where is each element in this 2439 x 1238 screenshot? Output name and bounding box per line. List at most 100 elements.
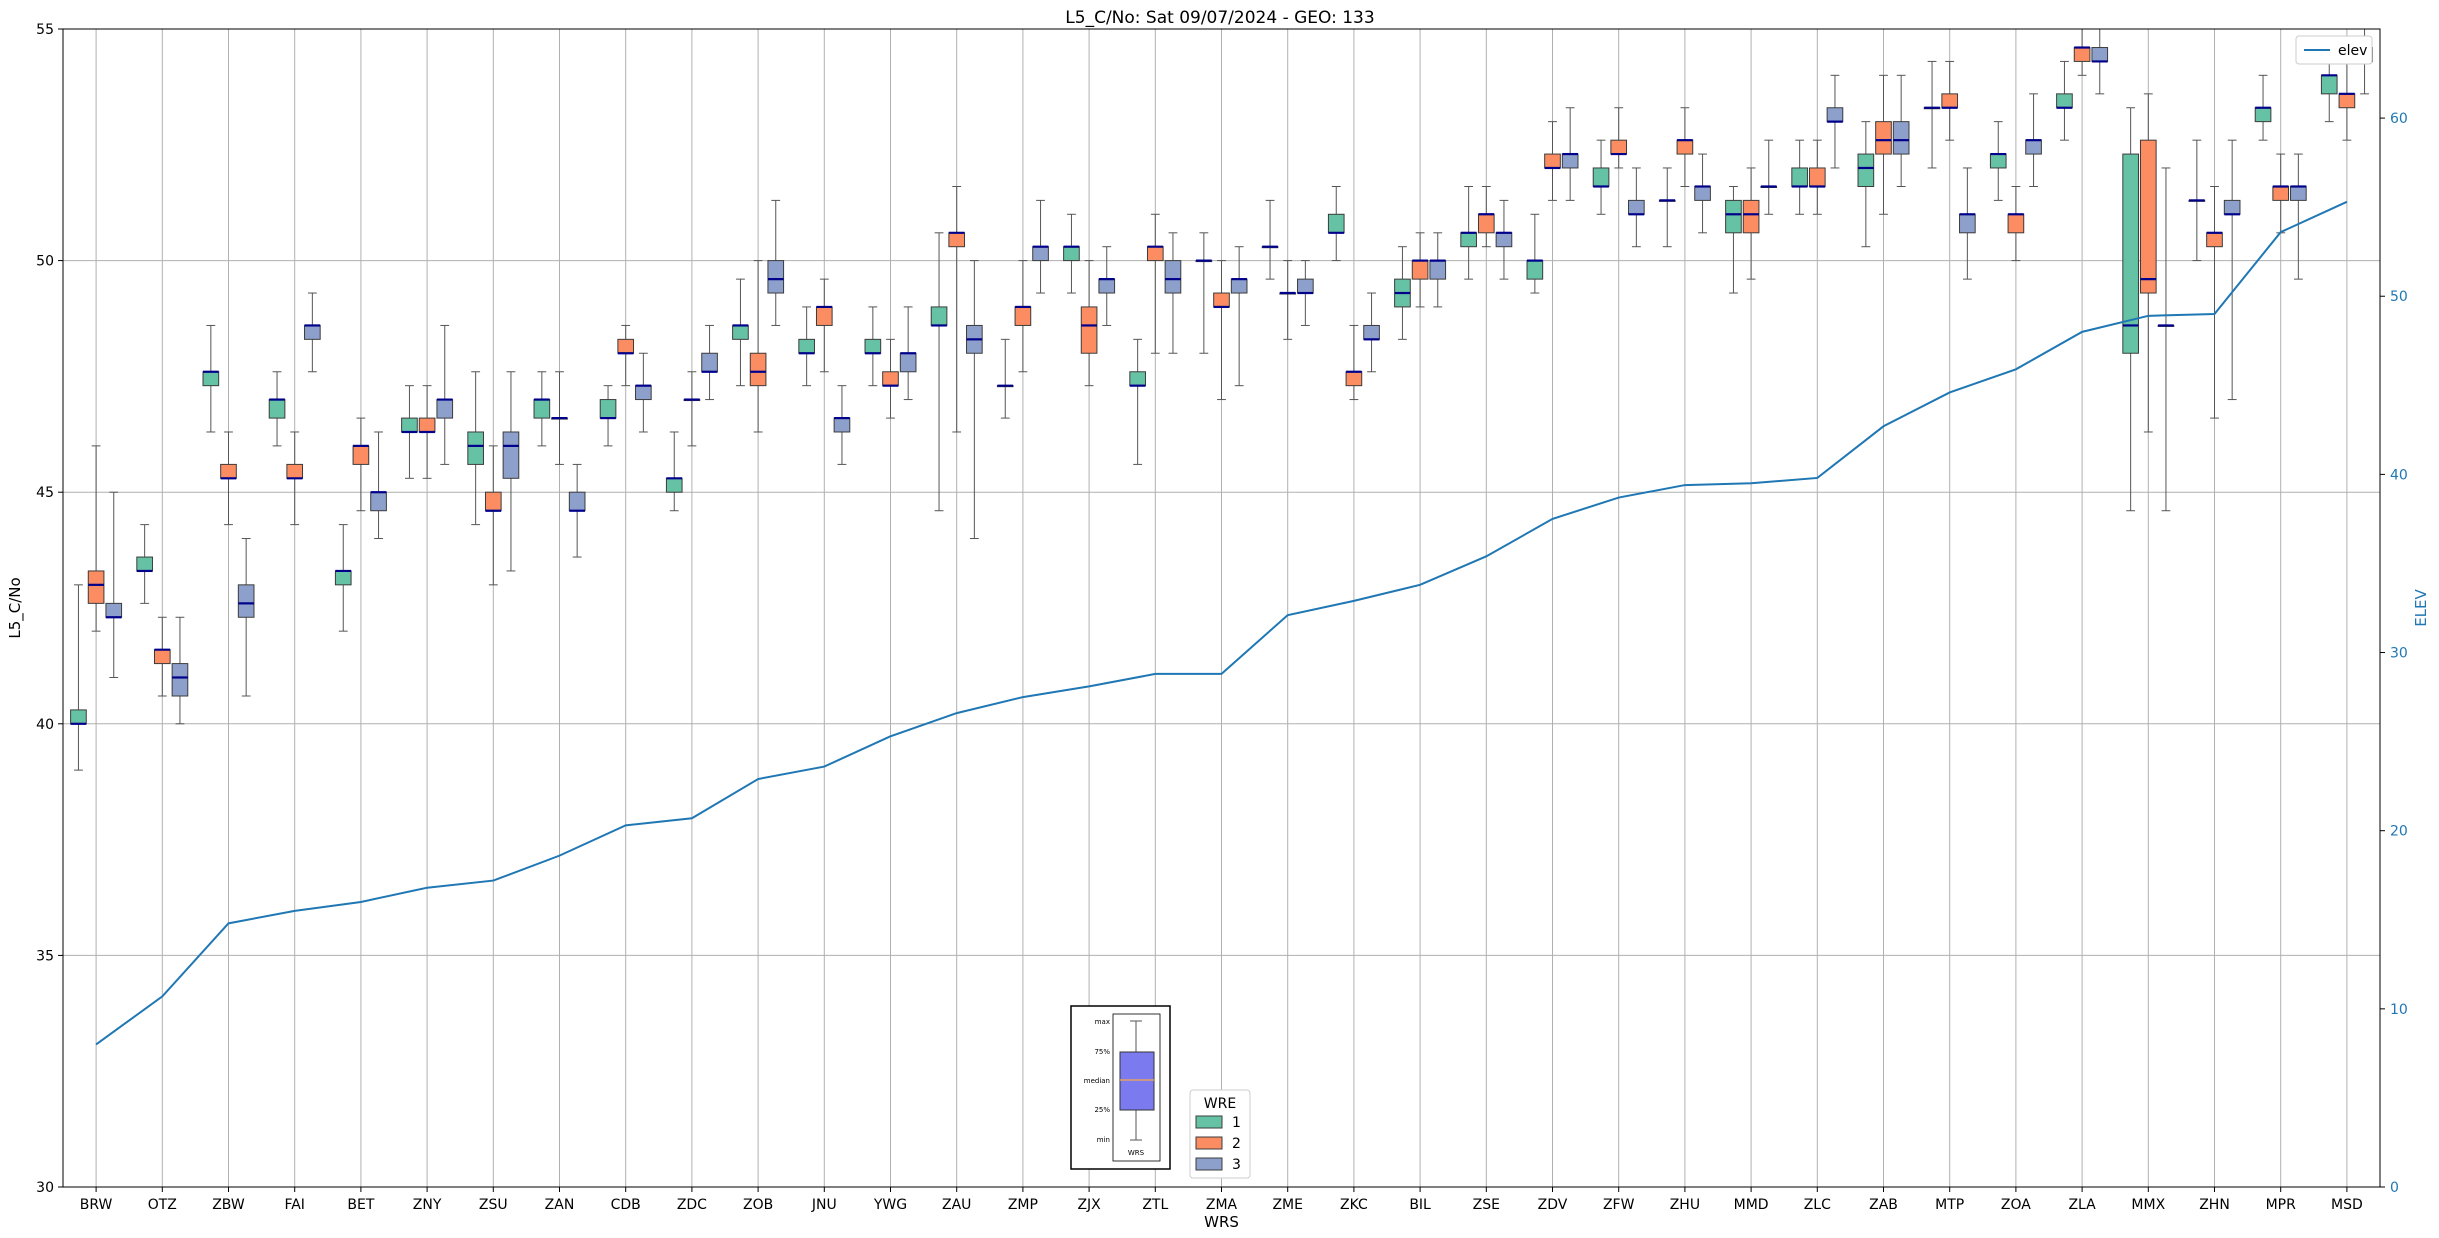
x-tick-label: ZLA xyxy=(2068,1197,2096,1213)
box-JNU-wre2 xyxy=(815,278,833,373)
y-right-tick-label: 10 xyxy=(2390,1002,2408,1018)
x-tick-label: MPR xyxy=(2266,1197,2297,1213)
x-tick-label: ZBW xyxy=(212,1197,245,1213)
box-body xyxy=(2007,213,2025,234)
box-BRW-wre2 xyxy=(87,445,105,632)
box-body xyxy=(1526,260,1544,280)
box-ZKC-wre3 xyxy=(1363,292,1380,373)
box-ZDV-wre1 xyxy=(1526,213,1544,294)
wre-legend-swatch xyxy=(1195,1115,1223,1129)
y-right-tick-label: 30 xyxy=(2390,646,2408,662)
elev-legend: elev xyxy=(2295,35,2373,65)
box-body xyxy=(798,338,815,354)
box-body xyxy=(1146,246,1164,262)
box-ZLA-wre2 xyxy=(2073,28,2091,76)
box-ZDV-wre3 xyxy=(1561,107,1579,201)
box-ZJX-wre1 xyxy=(1063,213,1080,294)
box-MMD-wre1 xyxy=(1725,185,1742,294)
box-ZMA-wre1 xyxy=(1195,232,1213,354)
box-ZAN-wre1 xyxy=(533,371,551,447)
y-tick-label: 50 xyxy=(36,254,54,270)
box-body xyxy=(2290,185,2307,201)
x-tick-label: ZDC xyxy=(677,1197,707,1213)
box-body xyxy=(1561,153,1579,169)
box-body xyxy=(502,431,520,479)
box-ZBW-wre1 xyxy=(202,324,220,433)
box-OTZ-wre3 xyxy=(171,616,189,725)
wre-legend-box xyxy=(1189,1089,1251,1179)
y-tick-label: 45 xyxy=(36,485,54,501)
box-body xyxy=(1363,324,1380,340)
box-body xyxy=(1429,260,1447,280)
box-MPR-wre2 xyxy=(2272,153,2290,234)
box-body xyxy=(1411,260,1429,280)
x-tick-label: JNU xyxy=(811,1197,837,1213)
box-ZAB-wre3 xyxy=(1892,74,1910,187)
y-axis-right-ticks: 0 10 20 30 40 50 60 xyxy=(2380,111,2408,1196)
x-tick-label: FAI xyxy=(284,1197,304,1213)
box-body xyxy=(665,477,683,493)
box-ZOA-wre2 xyxy=(2007,185,2025,262)
box-ZHU-wre3 xyxy=(1694,153,1711,234)
x-axis-label: WRS xyxy=(1204,1213,1239,1231)
box-body xyxy=(136,556,153,572)
box-MPR-wre3 xyxy=(2290,153,2307,280)
x-tick-label: ZAB xyxy=(1869,1197,1898,1213)
box-body xyxy=(401,417,418,433)
box-body xyxy=(1495,232,1513,248)
box-body xyxy=(467,431,484,465)
box-ZFW-wre1 xyxy=(1592,139,1610,215)
box-body xyxy=(1014,306,1032,326)
x-tick-label: ZTL xyxy=(1142,1197,1168,1213)
box-body xyxy=(1592,167,1610,187)
box-body xyxy=(864,338,882,354)
x-tick-label: ZHN xyxy=(2199,1197,2230,1213)
box-body xyxy=(418,417,436,433)
box-ZLA-wre1 xyxy=(2056,60,2073,141)
box-ZHU-wre2 xyxy=(1676,107,1694,187)
box-body xyxy=(484,491,502,512)
box-explainer-label: max xyxy=(1095,1018,1110,1026)
box-CDB-wre3 xyxy=(635,352,652,433)
box-body xyxy=(304,324,321,340)
box-body xyxy=(1080,306,1098,354)
box-body xyxy=(617,338,635,354)
box-MMX-wre2 xyxy=(2139,93,2157,433)
wre-legend-label: 3 xyxy=(1232,1157,1241,1173)
box-MMX-wre3 xyxy=(2157,167,2175,512)
box-MMD-wre3 xyxy=(1760,139,1778,215)
box-ZJX-wre2 xyxy=(1080,260,1098,387)
box-body xyxy=(1544,153,1561,169)
x-tick-label: ZOB xyxy=(743,1197,773,1213)
wre-legend-label: 2 xyxy=(1232,1136,1241,1152)
box-ZMP-wre1 xyxy=(996,338,1014,419)
x-tick-label: MSD xyxy=(2331,1197,2363,1213)
box-body xyxy=(767,260,785,294)
box-YWG-wre2 xyxy=(882,338,899,419)
wre-legend-title: WRE xyxy=(1204,1096,1236,1112)
x-tick-label: ZFW xyxy=(1603,1197,1635,1213)
box-body xyxy=(2338,93,2356,109)
box-ZKC-wre1 xyxy=(1327,185,1345,262)
box-body xyxy=(1477,213,1495,234)
box-ZDV-wre2 xyxy=(1544,121,1561,201)
x-tick-label: ZNY xyxy=(413,1197,442,1213)
x-tick-label: ZAU xyxy=(942,1197,971,1213)
elev-legend-box xyxy=(2295,35,2373,65)
box-body xyxy=(1959,213,1976,234)
box-ZMP-wre3 xyxy=(1032,199,1049,294)
box-body xyxy=(87,570,105,604)
box-body xyxy=(1610,139,1628,155)
box-body xyxy=(1857,153,1875,187)
box-body xyxy=(1875,121,1892,155)
box-body xyxy=(1808,167,1826,187)
box-ZSE-wre1 xyxy=(1460,185,1477,280)
box-body xyxy=(1460,232,1477,248)
box-body xyxy=(1676,139,1694,155)
box-ZMP-wre2 xyxy=(1014,260,1032,373)
box-MTP-wre1 xyxy=(1923,60,1941,169)
box-body xyxy=(2223,199,2241,215)
box-FAI-wre2 xyxy=(286,431,304,526)
box-ZME-wre1 xyxy=(1261,199,1279,280)
box-BRW-wre3 xyxy=(105,491,123,678)
